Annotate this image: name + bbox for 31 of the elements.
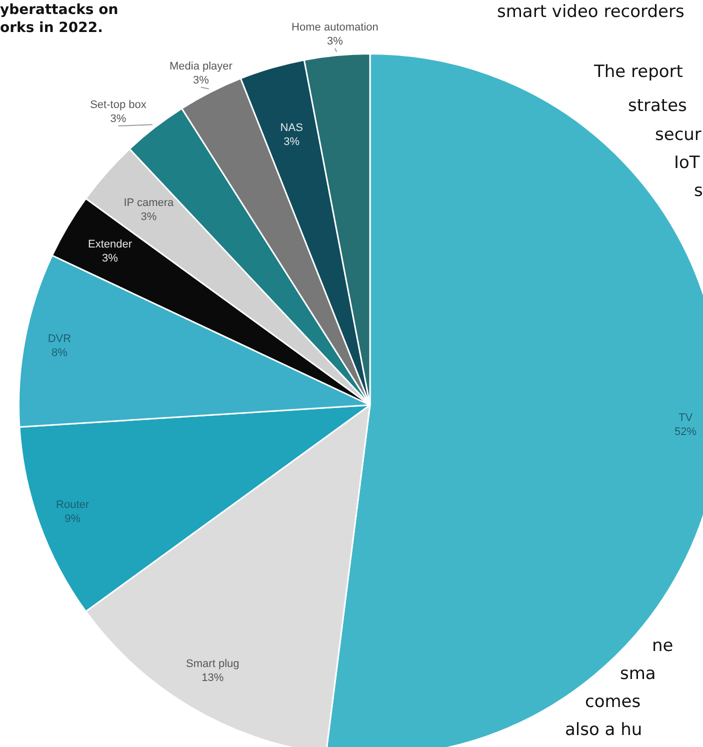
data-label: 3% <box>110 112 126 125</box>
slice-label: Home automation <box>292 21 378 34</box>
data-label: 3% <box>102 252 118 264</box>
data-label: 8% <box>52 346 68 359</box>
data-label: 3% <box>193 74 210 86</box>
data-label: 9% <box>64 513 81 526</box>
slice-label: Extender <box>88 238 132 250</box>
text: smart video recorders <box>497 2 684 22</box>
text: The report <box>594 62 683 82</box>
text: secur <box>655 125 702 145</box>
slice-label: Media player <box>169 60 233 72</box>
data-label: 3% <box>327 35 344 48</box>
data-label: 3% <box>140 210 157 223</box>
text: also a hu <box>565 720 642 740</box>
data-label: 52% <box>674 426 697 438</box>
text: comes <box>585 692 641 712</box>
slice-label: Smart plug <box>186 658 240 670</box>
slice-label: Set-top box <box>90 98 147 111</box>
slice-label: TV <box>678 412 694 424</box>
text: IoT <box>674 153 700 173</box>
chart-title: yberattacks on orks in 2022. <box>0 1 120 37</box>
data-label: 13% <box>202 672 224 684</box>
slice-label: DVR <box>48 332 72 345</box>
text: ne <box>652 636 674 656</box>
text: s <box>694 181 703 201</box>
data-label: 3% <box>284 136 300 148</box>
slice-label: Router <box>56 499 90 512</box>
text: sma <box>620 664 656 684</box>
slice-label: IP camera <box>124 196 175 209</box>
slice-label: NAS <box>280 122 303 134</box>
text: strates <box>628 96 687 116</box>
